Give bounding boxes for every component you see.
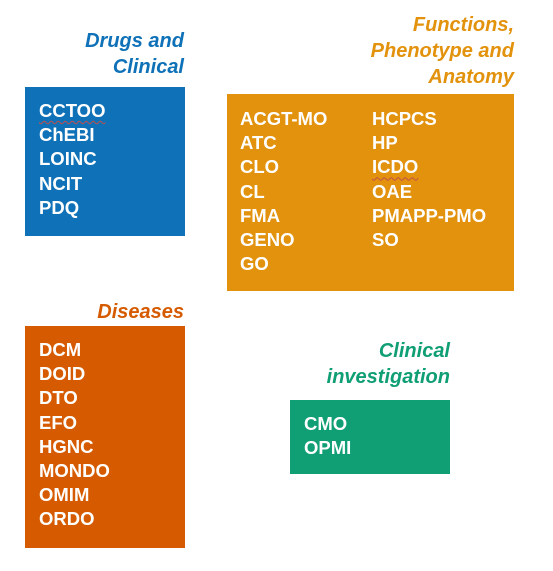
- ontology-item-so: SO: [372, 229, 399, 251]
- ontology-item-cmo: CMO: [304, 413, 348, 434]
- ontology-item-acgt-mo: ACGT-MO: [240, 108, 328, 129]
- diseases-heading: Diseases: [97, 301, 184, 323]
- functions-list-column-1: ACGT-MO ATC CLO CL FMA GENO GO: [240, 107, 327, 276]
- functions-phenotype-anatomy-heading: Functions, Phenotype and Anatomy: [370, 14, 514, 88]
- ontology-item-omim: OMIM: [39, 484, 90, 506]
- ontology-item-clo: CLO: [240, 156, 280, 178]
- ontology-item-hgnc: HGNC: [39, 435, 94, 457]
- ontology-item-icdo: ICDO: [372, 156, 419, 178]
- ontology-item-mondo: MONDO: [39, 460, 110, 482]
- ontology-item-atc: ATC: [240, 132, 277, 154]
- ontology-item-loinc: LOINC: [39, 148, 97, 170]
- ontology-item-hcpcs: HCPCS: [372, 108, 437, 129]
- ontology-item-cl: CL: [240, 180, 265, 202]
- ontology-item-efo: EFO: [39, 411, 78, 433]
- ontology-item-chebi: ChEBI: [39, 124, 95, 146]
- drugs-clinical-list: CCTOO ChEBI LOINC NCIT PDQ: [39, 99, 105, 220]
- clinical-investigation-box: CMO OPMI: [290, 400, 450, 474]
- diseases-box: DCM DOID DTO EFO HGNC MONDO OMIM ORDO: [25, 326, 185, 548]
- ontology-item-pmapp-pmo: PMAPP-PMO: [372, 204, 487, 226]
- drugs-clinical-box: CCTOO ChEBI LOINC NCIT PDQ: [25, 87, 185, 236]
- diseases-list: DCM DOID DTO EFO HGNC MONDO OMIM ORDO: [39, 338, 110, 532]
- ontology-item-pdq: PDQ: [39, 196, 80, 218]
- ontology-item-go: GO: [240, 253, 269, 275]
- functions-phenotype-anatomy-box: ACGT-MO ATC CLO CL FMA GENO GO HCPCS HP …: [227, 94, 514, 291]
- ontology-item-ncit: NCIT: [39, 172, 83, 194]
- ontology-item-dto: DTO: [39, 387, 78, 409]
- ontology-item-dcm: DCM: [39, 339, 82, 360]
- ontology-item-ordo: ORDO: [39, 508, 95, 530]
- ontology-item-doid: DOID: [39, 363, 86, 385]
- ontology-item-hp: HP: [372, 132, 398, 154]
- clinical-investigation-list: CMO OPMI: [304, 412, 351, 460]
- ontology-item-fma: FMA: [240, 204, 281, 226]
- drugs-clinical-heading: Drugs and Clinical: [85, 30, 184, 78]
- ontology-item-geno: GENO: [240, 229, 295, 251]
- ontology-item-cctoo: CCTOO: [39, 100, 106, 121]
- ontology-item-oae: OAE: [372, 180, 413, 202]
- ontology-item-opmi: OPMI: [304, 437, 352, 459]
- functions-list-column-2: HCPCS HP ICDO OAE PMAPP-PMO SO: [372, 107, 486, 252]
- clinical-investigation-heading: Clinical investigation: [326, 340, 450, 388]
